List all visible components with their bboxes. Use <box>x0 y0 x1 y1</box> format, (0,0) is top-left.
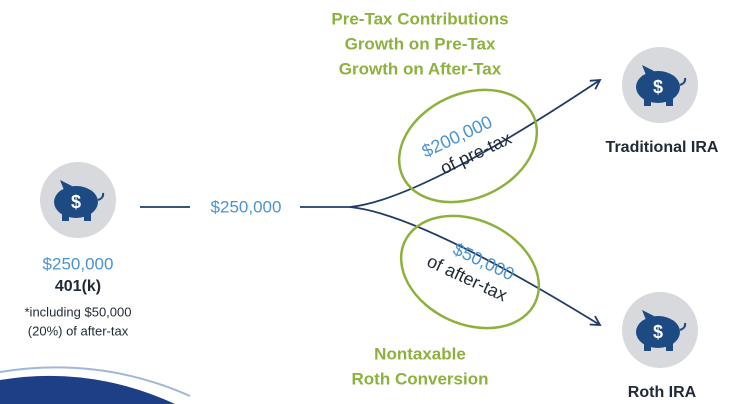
bottom-oval <box>399 214 541 330</box>
arrow-bottom <box>349 206 602 326</box>
source-label: 401(k) <box>55 278 101 295</box>
top-note: Pre-Tax Contributions <box>331 9 508 28</box>
bottom-note: Nontaxable <box>374 344 466 363</box>
top-destination: Traditional IRA <box>606 139 719 156</box>
bottom-destination: Roth IRA <box>628 384 697 401</box>
decor-line <box>0 366 191 397</box>
icon-symbol: $ <box>653 77 663 97</box>
top-oval <box>397 88 539 204</box>
roth-icon: $ <box>621 291 699 369</box>
icon-symbol: $ <box>71 192 81 212</box>
bottom-note: Roth Conversion <box>352 369 489 388</box>
arrow-top <box>349 78 602 208</box>
decor-swoosh <box>0 375 175 404</box>
source-icon: $ <box>39 161 117 239</box>
flow-label: $250,000 <box>211 197 282 216</box>
traditional-icon: $ <box>621 46 699 124</box>
top-note: Growth on After-Tax <box>339 59 502 78</box>
icon-symbol: $ <box>653 322 663 342</box>
source-amount: $250,000 <box>43 254 114 273</box>
top-note: Growth on Pre-Tax <box>345 34 496 53</box>
source-note: *including $50,000 <box>25 304 132 319</box>
source-note: (20%) of after-tax <box>28 323 129 338</box>
